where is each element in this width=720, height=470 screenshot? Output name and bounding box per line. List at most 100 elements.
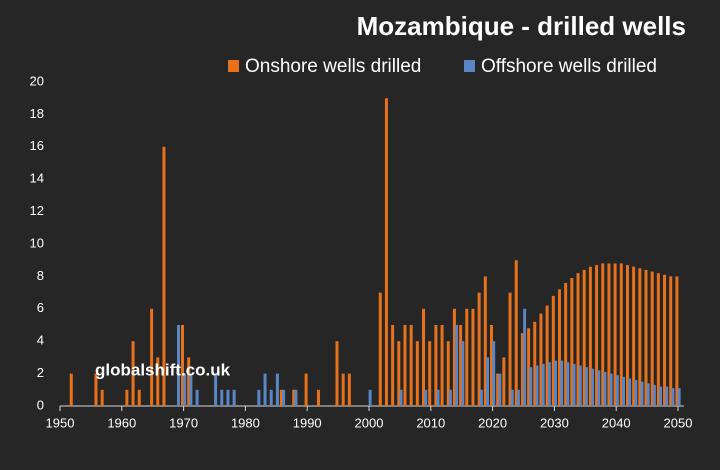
x-tick-label: 2010 (416, 415, 445, 430)
x-tick-label: 2050 (664, 415, 693, 430)
bar (520, 333, 524, 406)
x-tick-label: 2030 (540, 415, 569, 430)
bar (195, 389, 199, 406)
bar (498, 373, 502, 406)
bar (621, 376, 625, 406)
legend-swatch (464, 60, 475, 72)
legend-label: Onshore wells drilled (245, 56, 421, 77)
bar (282, 389, 286, 406)
bar (471, 308, 475, 406)
bar (477, 292, 481, 406)
bar (516, 389, 520, 406)
bar (424, 389, 428, 406)
bar (131, 341, 135, 406)
bar (597, 370, 601, 406)
bar (628, 378, 632, 406)
bar (125, 389, 129, 406)
bar (177, 325, 181, 406)
x-tick-label: 1970 (169, 415, 198, 430)
y-tick-label: 16 (30, 138, 44, 153)
bar (663, 274, 667, 406)
y-tick-label: 20 (30, 73, 44, 88)
bar (601, 263, 605, 406)
bar (570, 278, 574, 406)
bar (547, 362, 551, 406)
chart-title: Mozambique - drilled wells (357, 11, 686, 41)
y-tick-label: 8 (37, 268, 44, 283)
bar (514, 260, 518, 406)
bar (156, 357, 160, 406)
bar (479, 389, 483, 406)
bar (378, 292, 382, 406)
bar (409, 325, 413, 406)
bar (508, 292, 512, 406)
bar (275, 373, 279, 406)
bar (187, 357, 191, 406)
bar (632, 266, 636, 406)
bar (656, 273, 660, 406)
bar (452, 308, 456, 406)
x-tick-label: 2040 (602, 415, 631, 430)
bar (391, 325, 395, 406)
y-tick-label: 10 (30, 235, 44, 250)
bar (675, 276, 679, 406)
bar (162, 146, 166, 407)
bar (483, 276, 487, 406)
bar (625, 265, 629, 406)
x-tick-label: 2020 (478, 415, 507, 430)
bar (576, 273, 580, 406)
bar (572, 363, 576, 406)
bar (578, 365, 582, 406)
bar (220, 389, 224, 406)
bar (399, 389, 403, 406)
x-tick-label: 1990 (293, 415, 322, 430)
bar (446, 341, 450, 406)
bar (557, 289, 561, 406)
bar (566, 362, 570, 406)
bar (615, 375, 619, 406)
bar (609, 373, 613, 406)
bar (541, 363, 545, 406)
bar (94, 373, 98, 406)
bar (226, 389, 230, 406)
bar (554, 360, 557, 406)
y-tick-label: 14 (30, 171, 44, 186)
bar (619, 263, 623, 406)
bar (492, 341, 496, 406)
bar (422, 308, 426, 406)
bar (461, 341, 465, 406)
bar (659, 386, 663, 406)
bar (69, 373, 73, 406)
bar (183, 373, 187, 406)
y-tick-label: 4 (37, 333, 44, 348)
bar (269, 389, 273, 406)
bar (415, 341, 419, 406)
bar (137, 389, 141, 406)
bar (535, 365, 539, 406)
bar (584, 367, 588, 406)
bar (486, 357, 490, 406)
y-tick-label: 2 (37, 365, 44, 380)
bar (490, 325, 493, 406)
bar (650, 271, 654, 406)
bar (181, 325, 184, 406)
bar (502, 357, 506, 406)
bar (448, 389, 452, 406)
x-tick-label: 1980 (231, 415, 260, 430)
legend-label: Offshore wells drilled (481, 56, 657, 77)
annotation: globalshift.co.uk (95, 360, 231, 379)
bar (436, 389, 440, 406)
legend-swatch (228, 60, 239, 72)
bar (459, 325, 463, 406)
bar (434, 325, 438, 406)
bar (292, 389, 296, 406)
bar (671, 388, 675, 406)
bar (533, 321, 537, 406)
bar (335, 341, 339, 406)
bar (669, 276, 673, 406)
bar (582, 269, 586, 406)
bar (607, 263, 611, 406)
x-tick-label: 1960 (107, 415, 136, 430)
x-tick-label: 2000 (355, 415, 384, 430)
